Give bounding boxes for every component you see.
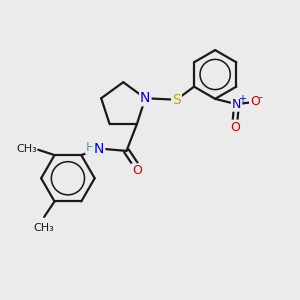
- Text: CH₃: CH₃: [16, 144, 37, 154]
- Text: N: N: [232, 98, 241, 111]
- Text: O: O: [230, 121, 240, 134]
- Text: CH₃: CH₃: [33, 224, 54, 233]
- Text: H: H: [86, 141, 95, 154]
- Text: -: -: [259, 92, 263, 102]
- Text: O: O: [132, 164, 142, 177]
- Text: S: S: [172, 93, 181, 107]
- Text: +: +: [238, 94, 247, 104]
- Text: N: N: [94, 142, 104, 155]
- Text: O: O: [250, 95, 260, 108]
- Text: N: N: [140, 91, 151, 105]
